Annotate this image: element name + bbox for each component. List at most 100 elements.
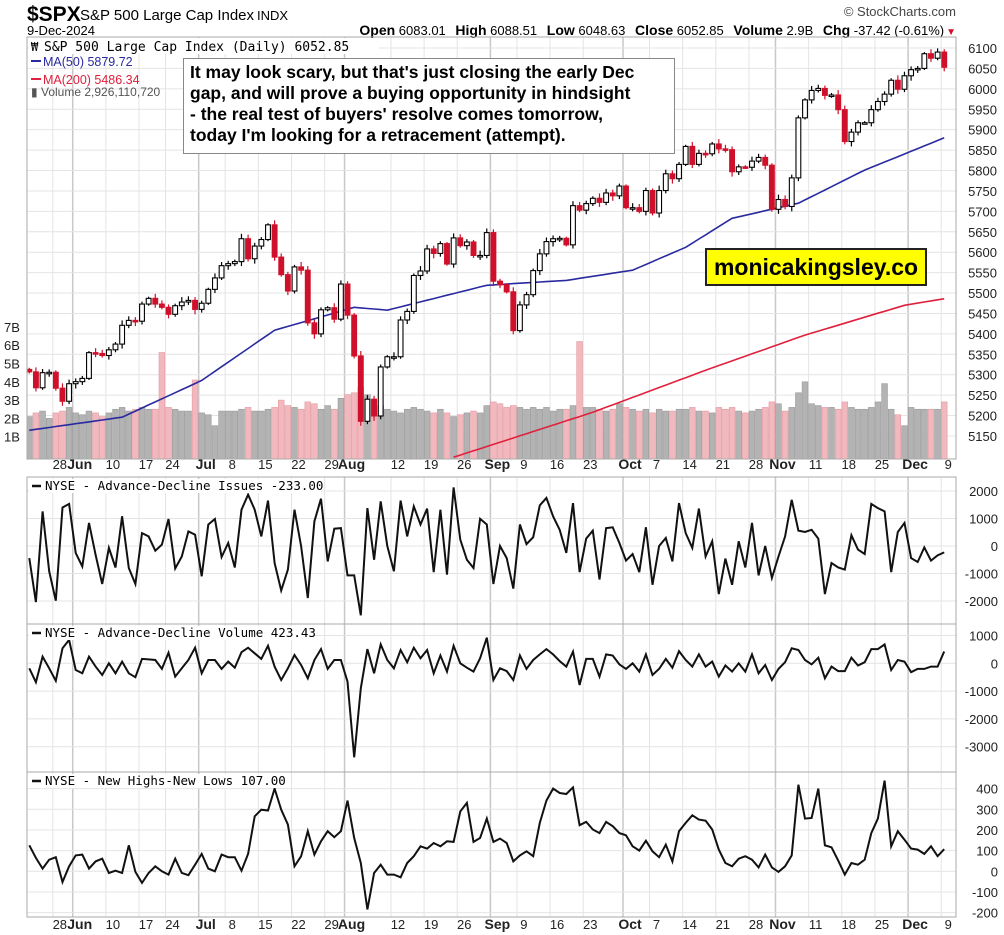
date-tick-label: Oct [618, 456, 642, 472]
volume-bar [768, 401, 776, 459]
volume-bar [616, 403, 623, 459]
candle-up [238, 238, 245, 263]
candle-up [424, 248, 431, 272]
candle-up [397, 319, 404, 358]
volume-bar [92, 412, 99, 459]
candle-down [636, 207, 643, 212]
candle-down [722, 148, 729, 151]
candle-down [928, 53, 934, 59]
volume-bar [629, 408, 636, 459]
date-tick-label: 15 [258, 457, 272, 472]
volume-bar [510, 405, 517, 459]
volume-bar [278, 399, 285, 459]
volume-bar [404, 408, 411, 459]
candle-down [835, 94, 842, 111]
indicator-tick-label: 0 [991, 539, 998, 554]
candle-up [914, 67, 921, 71]
high-value: 6088.51 [490, 23, 538, 38]
candle-up [265, 224, 271, 241]
volume-bar [609, 408, 616, 459]
ohlc-summary: Open 6083.01 High 6088.51 Low 6048.63 Cl… [353, 22, 956, 38]
volume-bar [689, 407, 696, 459]
volume-bar [171, 408, 179, 459]
indicator-tick-label: -3000 [965, 740, 998, 755]
low-value: 6048.63 [578, 23, 626, 38]
volume-bar [934, 408, 941, 459]
volume-bar [52, 412, 60, 459]
volume-bar [675, 408, 683, 459]
candle-down [92, 352, 99, 355]
candle-down [371, 398, 378, 417]
volume-bar [27, 416, 33, 459]
volume-bar [874, 401, 882, 459]
open-value: 6083.01 [398, 23, 446, 38]
indicator-title: NYSE - New Highs-New Lows 107.00 [45, 773, 286, 788]
volume-bar [556, 408, 563, 459]
volume-bar [755, 408, 762, 459]
volume-bar [549, 410, 557, 459]
volume-bar [258, 410, 265, 459]
volume-bar [583, 407, 590, 459]
candle-up [855, 122, 862, 133]
candle-down [27, 368, 33, 373]
volume-bar [622, 407, 630, 459]
date-tick-label: 22 [291, 917, 305, 932]
candle-down [623, 185, 629, 209]
candle-down [245, 238, 252, 260]
candle-up [888, 79, 895, 95]
volume-bar [244, 407, 252, 459]
date-tick-label: 19 [424, 917, 438, 932]
price-tick-label: 5300 [968, 368, 997, 383]
index-name: S&P 500 Large Cap Index INDX [80, 7, 288, 24]
price-tick-label: 5650 [968, 225, 997, 240]
price-tick-label: 5950 [968, 102, 997, 117]
volume-bar [45, 418, 53, 459]
volume-bar [821, 407, 829, 459]
volume-bar [695, 410, 703, 459]
volume-bar [423, 410, 431, 459]
volume-bar [662, 410, 669, 459]
date-tick-label: 26 [457, 457, 471, 472]
candle-up [656, 189, 663, 214]
candle-down [271, 224, 278, 258]
volume-bar [702, 410, 709, 459]
candle-up [755, 156, 762, 162]
volume-bar [311, 403, 318, 459]
date-tick-label: 25 [875, 457, 889, 472]
date-tick-label: 9 [945, 457, 952, 472]
volume-bar [225, 410, 232, 459]
volume-bar [914, 408, 921, 459]
price-tick-label: 5750 [968, 184, 997, 199]
copyright[interactable]: © StockCharts.com [843, 4, 956, 19]
axis-labels: 5150 5200 5250 5300 5350 5400 5450 5500 5550 5600… [4, 41, 998, 932]
indicator-line [28, 780, 945, 910]
candle-up [79, 377, 86, 383]
volume-bar [65, 407, 73, 459]
indicator-tick-label: 400 [976, 782, 998, 797]
volume-bar [834, 408, 842, 459]
candle-up [868, 109, 875, 124]
candle-up [695, 152, 702, 165]
volume-icon: ▮ [31, 85, 38, 99]
indicator-tick-label: 200 [976, 823, 998, 838]
candle-up [808, 89, 815, 101]
candle-up [603, 192, 610, 203]
open-label: Open [359, 22, 396, 38]
volume-bar [218, 410, 225, 459]
panel-border [26, 771, 957, 918]
date-tick-label: 11 [809, 457, 823, 472]
volume-bar [529, 407, 537, 459]
candle-up [934, 51, 941, 59]
volume-bar [927, 408, 935, 459]
volume-bar [788, 407, 795, 459]
candle-down [152, 297, 159, 305]
candle-down [32, 371, 39, 389]
volume-bar [457, 414, 464, 459]
date-tick-label: 12 [391, 457, 405, 472]
candle-down [576, 205, 583, 211]
indicator-tick-label: 100 [976, 844, 998, 859]
price-tick-label: 5350 [968, 347, 997, 362]
candle-up [709, 143, 716, 155]
candle-up [775, 198, 782, 210]
